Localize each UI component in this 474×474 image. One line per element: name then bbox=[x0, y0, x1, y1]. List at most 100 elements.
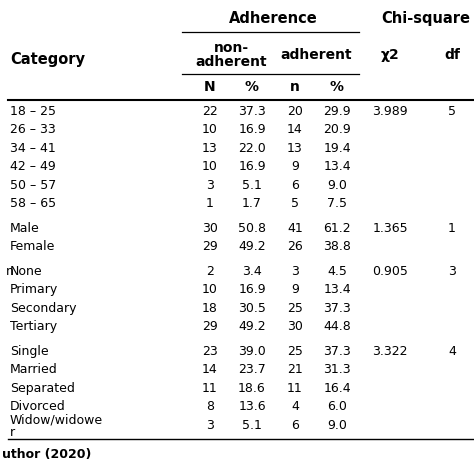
Text: 5.1: 5.1 bbox=[242, 179, 262, 192]
Text: 61.2: 61.2 bbox=[323, 222, 351, 235]
Text: Widow/widowe: Widow/widowe bbox=[10, 414, 103, 427]
Text: 16.9: 16.9 bbox=[238, 160, 266, 173]
Text: 10: 10 bbox=[202, 160, 218, 173]
Text: 50 – 57: 50 – 57 bbox=[10, 179, 56, 192]
Text: 5: 5 bbox=[448, 105, 456, 118]
Text: 1.365: 1.365 bbox=[372, 222, 408, 235]
Text: Female: Female bbox=[10, 240, 55, 253]
Text: 11: 11 bbox=[287, 382, 303, 395]
Text: 23: 23 bbox=[202, 345, 218, 358]
Text: r: r bbox=[10, 426, 15, 439]
Text: 13.4: 13.4 bbox=[323, 283, 351, 296]
Text: df: df bbox=[444, 48, 460, 62]
Text: 10: 10 bbox=[202, 283, 218, 296]
Text: 16.4: 16.4 bbox=[323, 382, 351, 395]
Text: Divorced: Divorced bbox=[10, 400, 66, 413]
Text: Primary: Primary bbox=[10, 283, 58, 296]
Text: 37.3: 37.3 bbox=[238, 105, 266, 118]
Text: 37.3: 37.3 bbox=[323, 302, 351, 315]
Text: 13: 13 bbox=[202, 142, 218, 155]
Text: 8: 8 bbox=[206, 400, 214, 413]
Text: 29: 29 bbox=[202, 320, 218, 333]
Text: 19.4: 19.4 bbox=[323, 142, 351, 155]
Text: 50.8: 50.8 bbox=[238, 222, 266, 235]
Text: 6.0: 6.0 bbox=[327, 400, 347, 413]
Text: 31.3: 31.3 bbox=[323, 363, 351, 376]
Text: 16.9: 16.9 bbox=[238, 123, 266, 136]
Text: 14: 14 bbox=[202, 363, 218, 376]
Text: 18.6: 18.6 bbox=[238, 382, 266, 395]
Text: 4: 4 bbox=[291, 400, 299, 413]
Text: 13.6: 13.6 bbox=[238, 400, 266, 413]
Text: 26: 26 bbox=[287, 240, 303, 253]
Text: 22: 22 bbox=[202, 105, 218, 118]
Text: 10: 10 bbox=[202, 123, 218, 136]
Text: 5.1: 5.1 bbox=[242, 419, 262, 432]
Text: %: % bbox=[330, 80, 344, 94]
Text: 30.5: 30.5 bbox=[238, 302, 266, 315]
Text: 9.0: 9.0 bbox=[327, 419, 347, 432]
Text: 3.4: 3.4 bbox=[242, 265, 262, 278]
Text: 29: 29 bbox=[202, 240, 218, 253]
Text: Male: Male bbox=[10, 222, 40, 235]
Text: 26 – 33: 26 – 33 bbox=[10, 123, 56, 136]
Text: Single: Single bbox=[10, 345, 49, 358]
Text: 21: 21 bbox=[287, 363, 303, 376]
Text: 1.7: 1.7 bbox=[242, 197, 262, 210]
Text: 49.2: 49.2 bbox=[238, 320, 266, 333]
Text: 9: 9 bbox=[291, 283, 299, 296]
Text: 3: 3 bbox=[448, 265, 456, 278]
Text: 1: 1 bbox=[206, 197, 214, 210]
Text: 3: 3 bbox=[291, 265, 299, 278]
Text: 18: 18 bbox=[202, 302, 218, 315]
Text: 30: 30 bbox=[287, 320, 303, 333]
Text: 6: 6 bbox=[291, 179, 299, 192]
Text: 25: 25 bbox=[287, 345, 303, 358]
Text: 4.5: 4.5 bbox=[327, 265, 347, 278]
Text: None: None bbox=[10, 265, 43, 278]
Text: 4: 4 bbox=[448, 345, 456, 358]
Text: 30: 30 bbox=[202, 222, 218, 235]
Text: 22.0: 22.0 bbox=[238, 142, 266, 155]
Text: 38.8: 38.8 bbox=[323, 240, 351, 253]
Text: 39.0: 39.0 bbox=[238, 345, 266, 358]
Text: 23.7: 23.7 bbox=[238, 363, 266, 376]
Text: Category: Category bbox=[10, 52, 85, 66]
Text: 44.8: 44.8 bbox=[323, 320, 351, 333]
Text: 3: 3 bbox=[206, 419, 214, 432]
Text: 3.989: 3.989 bbox=[372, 105, 408, 118]
Text: uthor (2020): uthor (2020) bbox=[2, 448, 91, 461]
Text: 20.9: 20.9 bbox=[323, 123, 351, 136]
Text: %: % bbox=[245, 80, 259, 94]
Text: 18 – 25: 18 – 25 bbox=[10, 105, 56, 118]
Text: 41: 41 bbox=[287, 222, 303, 235]
Text: 13.4: 13.4 bbox=[323, 160, 351, 173]
Text: 7.5: 7.5 bbox=[327, 197, 347, 210]
Text: adherent: adherent bbox=[195, 55, 267, 69]
Text: 2: 2 bbox=[206, 265, 214, 278]
Text: non-: non- bbox=[213, 41, 248, 55]
Text: Tertiary: Tertiary bbox=[10, 320, 57, 333]
Text: 20: 20 bbox=[287, 105, 303, 118]
Text: Adherence: Adherence bbox=[229, 10, 318, 26]
Text: 6: 6 bbox=[291, 419, 299, 432]
Text: 16.9: 16.9 bbox=[238, 283, 266, 296]
Text: 29.9: 29.9 bbox=[323, 105, 351, 118]
Text: 58 – 65: 58 – 65 bbox=[10, 197, 56, 210]
Text: 11: 11 bbox=[202, 382, 218, 395]
Text: Secondary: Secondary bbox=[10, 302, 76, 315]
Text: 34 – 41: 34 – 41 bbox=[10, 142, 56, 155]
Text: adherent: adherent bbox=[280, 48, 352, 62]
Text: N: N bbox=[204, 80, 216, 94]
Text: Separated: Separated bbox=[10, 382, 75, 395]
Text: 1: 1 bbox=[448, 222, 456, 235]
Text: 14: 14 bbox=[287, 123, 303, 136]
Text: 49.2: 49.2 bbox=[238, 240, 266, 253]
Text: 9: 9 bbox=[291, 160, 299, 173]
Text: 3.322: 3.322 bbox=[372, 345, 408, 358]
Text: 13: 13 bbox=[287, 142, 303, 155]
Text: 3: 3 bbox=[206, 179, 214, 192]
Text: 5: 5 bbox=[291, 197, 299, 210]
Text: Married: Married bbox=[10, 363, 58, 376]
Text: 25: 25 bbox=[287, 302, 303, 315]
